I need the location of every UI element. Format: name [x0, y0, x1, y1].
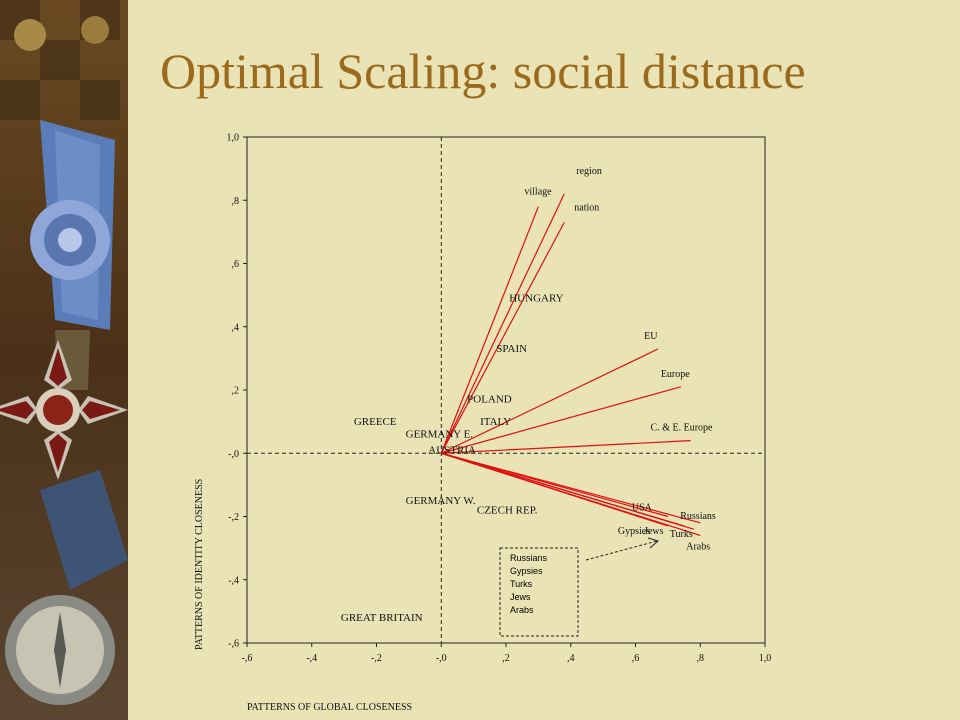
y-tick-label: ,2 [232, 386, 240, 397]
x-tick-label: ,2 [502, 653, 510, 664]
x-tick-label: ,8 [697, 653, 705, 664]
vector-line [441, 452, 694, 530]
country-label: GERMANY E. [406, 428, 474, 440]
inset-item: Turks [510, 579, 533, 589]
vector-line [440, 206, 539, 454]
vector-label: region [576, 166, 602, 177]
vector-line [440, 193, 565, 454]
inset-item: Jews [510, 592, 531, 602]
y-axis-ticks: -,6 -,4 -,2 -,0 ,2 ,4 ,6 ,8 1,0 [227, 133, 247, 650]
y-tick-label: 1,0 [227, 133, 240, 144]
vector-label: village [524, 187, 552, 198]
country-label: CZECH REP. [477, 504, 538, 516]
x-tick-label: -,6 [242, 653, 253, 664]
country-label: HUNGARY [509, 292, 563, 304]
x-axis-label: PATTERNS OF GLOBAL CLOSENESS [247, 702, 412, 713]
vector-label: Gypsies [618, 526, 650, 537]
vector-label: nation [574, 202, 599, 213]
vector-line [441, 452, 701, 537]
x-tick-label: ,6 [632, 653, 640, 664]
plot-frame [246, 136, 766, 644]
medal-photo-image [0, 0, 128, 720]
vector-lines [440, 193, 701, 537]
vector-label: USA [632, 503, 653, 514]
country-label: POLAND [467, 394, 512, 406]
inset-item: Arabs [510, 605, 534, 615]
y-axis-label: PATTERNS OF IDENTITY CLOSENESS [194, 479, 205, 650]
vector-labels: region village nation EU Europe C. & E. Europ… [524, 166, 716, 553]
slide-title: Optimal Scaling: social distance [160, 43, 806, 99]
vector-line [440, 348, 659, 454]
country-label: GREAT BRITAIN [341, 612, 423, 624]
x-tick-label: -,2 [371, 653, 382, 664]
y-tick-label: -,4 [228, 575, 239, 586]
x-tick-label: 1,0 [759, 653, 772, 664]
vector-label: Russians [680, 511, 716, 522]
country-label: GREECE [354, 416, 397, 428]
vector-label: EU [644, 331, 658, 342]
vector-line [441, 386, 681, 454]
x-tick-label: -,0 [436, 653, 447, 664]
y-tick-label: ,8 [232, 196, 240, 207]
country-label: AUSTRIA [428, 444, 476, 456]
vector-line [441, 440, 691, 454]
vector-label: Europe [661, 369, 690, 380]
vector-label: Turks [670, 529, 693, 540]
vector-label: Arabs [686, 541, 710, 552]
inset-pointer-arrow [585, 537, 660, 561]
inset-item: Russians [510, 553, 548, 563]
country-labels: HUNGARY SPAIN POLAND ITALY GREECE GERMANY E. A… [341, 292, 564, 623]
y-tick-label: -,2 [228, 512, 239, 523]
inset-item: Gypsies [510, 566, 543, 576]
country-label: SPAIN [496, 343, 527, 355]
decorative-photo-strip [0, 0, 128, 720]
country-label: GERMANY W. [406, 495, 476, 507]
vector-line [440, 222, 565, 454]
x-tick-label: ,4 [567, 653, 575, 664]
x-tick-label: -,4 [306, 653, 317, 664]
inset-legend-box: Russians Gypsies Turks Jews Arabs [499, 547, 579, 637]
y-tick-label: ,4 [232, 322, 240, 333]
vector-line [441, 452, 701, 524]
vector-label: Jews [644, 526, 664, 537]
y-tick-label: -,6 [228, 639, 239, 650]
vector-label: C. & E. Europe [651, 423, 713, 434]
x-axis-ticks: -,6 -,4 -,2 -,0 ,2 ,4 ,6 ,8 1,0 [242, 643, 772, 664]
country-label: ITALY [480, 416, 511, 428]
y-tick-label: ,6 [232, 259, 240, 270]
y-tick-label: -,0 [228, 449, 239, 460]
